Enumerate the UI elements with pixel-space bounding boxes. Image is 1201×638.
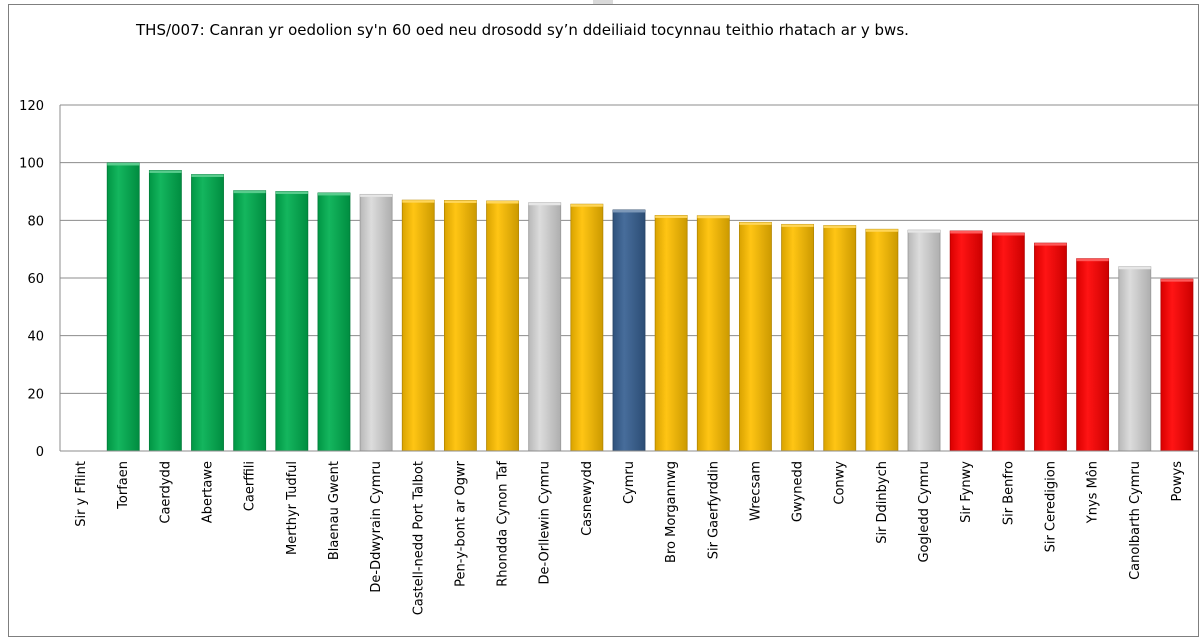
- bar-top-highlight: [950, 231, 983, 234]
- bar: [359, 193, 393, 452]
- bar: [443, 200, 477, 452]
- bar: [401, 199, 435, 452]
- bar-top-highlight: [612, 209, 646, 213]
- bar-top-highlight: [1034, 243, 1067, 246]
- x-tick-label: Castell-nedd Port Talbot: [411, 461, 426, 615]
- bar-top-highlight: [823, 225, 856, 229]
- x-tick-label: Gwynedd: [791, 461, 806, 522]
- bar: [612, 209, 646, 452]
- bar: [570, 203, 604, 452]
- bar: [739, 221, 772, 452]
- x-tick-label: Wrecsam: [748, 461, 763, 521]
- bar: [148, 170, 182, 452]
- y-tick-label: 40: [27, 330, 44, 345]
- bar-top-highlight: [107, 162, 140, 166]
- x-tick-label: De-Ddwyrain Cymru: [369, 461, 384, 593]
- bar-top-highlight: [781, 224, 814, 227]
- x-tick-label: Sir Ddinbych: [875, 461, 890, 544]
- bar: [528, 202, 562, 452]
- x-tick-label: Conwy: [833, 461, 848, 505]
- bar-top-highlight: [908, 230, 941, 233]
- y-tick-label: 20: [27, 387, 44, 402]
- bar-top-highlight: [1076, 258, 1109, 262]
- bar: [991, 232, 1025, 452]
- x-tick-label: Casnewydd: [580, 461, 595, 536]
- x-tick-label: Powys: [1170, 461, 1185, 502]
- x-tick-label: Canolbarth Cymru: [1128, 461, 1143, 580]
- bar: [1034, 242, 1067, 452]
- bar-top-highlight: [317, 192, 350, 196]
- bar-top-highlight: [570, 204, 603, 207]
- x-tick-label: Sir y Fflint: [74, 461, 89, 527]
- x-tick-label: Torfaen: [116, 461, 131, 510]
- bar: [275, 191, 309, 452]
- x-tick-label: Abertawe: [201, 461, 216, 523]
- bar: [696, 215, 730, 452]
- y-tick-label: 80: [27, 214, 44, 229]
- bar: [1160, 278, 1194, 452]
- y-tick-label: 0: [36, 445, 44, 460]
- x-tick-label: Blaenau Gwent: [327, 461, 342, 560]
- y-tick-label: 100: [19, 157, 44, 172]
- bar-top-highlight: [191, 174, 224, 177]
- bar: [781, 223, 815, 452]
- bar: [1076, 258, 1110, 452]
- bar: [907, 229, 941, 452]
- y-tick-label: 120: [19, 99, 44, 114]
- bar-top-highlight: [655, 215, 688, 218]
- bar-top-highlight: [528, 202, 561, 206]
- bar-top-highlight: [1160, 279, 1193, 282]
- bar: [949, 230, 983, 452]
- x-tick-label: Caerdydd: [158, 461, 173, 524]
- x-tick-label: Sir Benfro: [1001, 461, 1016, 525]
- bar-top-highlight: [865, 229, 898, 232]
- x-tick-label: Bro Morgannwg: [664, 461, 679, 563]
- bar-top-highlight: [697, 215, 730, 219]
- x-tick-label: Sir Gaerfyrddin: [706, 461, 721, 559]
- bar-top-highlight: [402, 200, 435, 203]
- x-tick-label: Pen-y-bont ar Ogwr: [453, 460, 468, 586]
- x-tick-label: Rhondda Cynon Taf: [496, 461, 511, 587]
- bar: [317, 192, 351, 452]
- bar: [106, 162, 140, 452]
- bar: [486, 200, 519, 452]
- bar-top-highlight: [444, 200, 477, 203]
- bar-top-highlight: [1118, 266, 1151, 270]
- bar: [191, 174, 224, 452]
- x-tick-label: Ynys Môn: [1086, 461, 1101, 524]
- y-tick-label: 60: [27, 272, 44, 287]
- bar-top-highlight: [233, 190, 266, 194]
- bar-top-highlight: [275, 191, 308, 194]
- top-tab-mark: [593, 0, 613, 4]
- x-tick-label: Merthyr Tudful: [285, 461, 300, 555]
- bar-top-highlight: [360, 194, 393, 197]
- bar: [823, 225, 857, 452]
- bar-top-highlight: [149, 170, 182, 173]
- x-tick-label: Gogledd Cymru: [917, 461, 932, 563]
- bar: [654, 215, 688, 452]
- x-tick-label: Cymru: [622, 461, 637, 504]
- bar: [233, 190, 267, 452]
- bar-top-highlight: [486, 201, 519, 204]
- bar: [865, 228, 899, 452]
- x-tick-label: Sir Fynwy: [959, 461, 974, 523]
- x-tick-label: Sir Ceredigion: [1043, 461, 1058, 552]
- x-tick-label: Caerffili: [243, 461, 258, 511]
- chart-title: THS/007: Canran yr oedolion sy'n 60 oed …: [136, 21, 909, 39]
- x-tick-label: De-Orllewin Cymru: [538, 461, 553, 585]
- bar-top-highlight: [739, 222, 772, 225]
- bar-top-highlight: [992, 233, 1025, 236]
- bar: [1118, 266, 1152, 452]
